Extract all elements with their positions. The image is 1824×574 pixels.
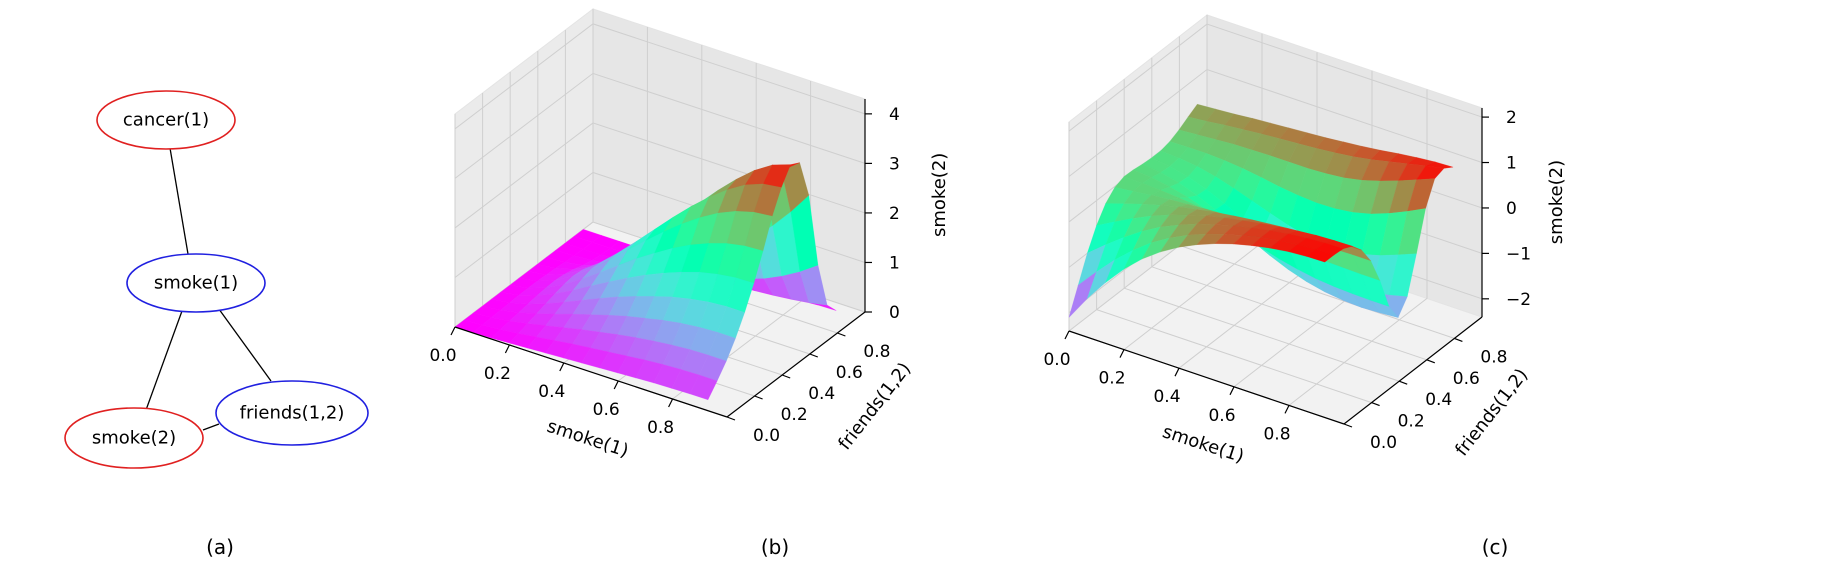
node-friends [215,380,369,446]
gridline-x [1288,89,1428,406]
panel-label-b: (b) [761,535,789,559]
x-axis-line [1068,330,1345,425]
gridline-y [1123,79,1400,382]
graph-panel-a: cancer(1) smoke(1) smoke(2) friends(1,2) [64,90,369,469]
x-axis-label: smoke(1) [1160,421,1247,467]
z-tick-label: 4 [889,105,900,125]
gridline-z [1068,23,1483,132]
y-tick-label: 0.6 [1453,369,1480,389]
y-tick-mark [1398,380,1408,385]
node-smoke1-label: smoke(1) [154,273,238,294]
y-tick-mark [726,416,736,421]
x-tick-mark [450,326,456,336]
x-tick-label: 0.0 [429,346,456,366]
x-tick-label: 0.4 [538,382,565,402]
gridline-z [454,23,866,130]
y-tick-label: 0.0 [1370,433,1397,453]
y-tick-mark [1343,423,1353,428]
gridline-y [1096,100,1372,404]
panel-label-c: (c) [1482,535,1509,559]
x-tick-mark [1284,405,1290,414]
z-tick-label: 3 [889,154,900,174]
node-cancer-label: cancer(1) [123,110,209,131]
y-tick-label: 0.6 [836,363,863,383]
x-axis-line [454,326,728,418]
x-tick-mark [504,344,510,354]
x-tick-mark [613,380,619,390]
y-tick-mark [754,395,763,400]
x-tick-label: 0.6 [1208,406,1235,426]
z-tick-label: −2 [1506,290,1531,310]
y-tick-label: 0.8 [863,342,890,362]
y-tick-label: 0.2 [781,405,808,425]
gridline-y [1151,57,1427,361]
edge-smoke2-friends [202,423,220,431]
x-tick-label: 0.2 [1098,369,1125,389]
surface-plot-b: 0.00.20.40.60.8 0.00.20.40.60.801234smoke… [429,7,950,462]
z-tick-label: 2 [1506,108,1517,128]
y-tick-label: 0.4 [1425,390,1452,410]
x-tick-mark [559,362,565,372]
panel-label-a: (a) [206,535,234,559]
y-tick-mark [1371,402,1380,407]
node-cancer [96,90,236,150]
surface-cell [1305,248,1335,263]
z-axis-label: smoke(2) [929,153,950,237]
y-tick-label: 0.2 [1398,412,1425,432]
x-tick-mark [1119,349,1125,358]
node-smoke2-label: smoke(2) [92,428,176,449]
y-tick-mark [1454,337,1463,342]
z-tick-label: 0 [1506,199,1517,219]
y-tick-label: 0.0 [753,426,780,446]
x-tick-label: 0.8 [647,418,674,438]
x-tick-mark [668,398,674,408]
x-tick-label: 0.4 [1153,387,1180,407]
z-tick-label: 0 [889,303,900,323]
gridline-z [1068,68,1483,177]
node-friends-label: friends(1,2) [240,403,345,424]
surface-cell [689,374,718,401]
z-tick-label: 1 [1506,154,1517,174]
x-tick-label: 0.8 [1263,424,1290,444]
edge-smoke1-smoke2 [145,310,183,411]
x-tick-label: 0.6 [593,400,620,420]
y-tick-mark [1426,359,1436,364]
x-tick-mark [1229,386,1235,396]
y-tick-label: 0.8 [1480,347,1507,367]
surface-plot-c: 0.00.20.40.60.8 0.00.20.40.60.8−2−1012smo… [1043,13,1567,467]
y-tick-mark [809,353,819,358]
x-tick-label: 0.2 [484,364,511,384]
y-axis-line [1343,316,1483,425]
gridline-z [454,72,866,179]
node-smoke2 [64,407,204,469]
y-tick-mark [837,332,846,337]
node-smoke1 [126,253,266,313]
edge-cancer-smoke1 [169,147,189,255]
z-tick-label: −1 [1506,244,1531,264]
x-tick-mark [1174,367,1180,377]
y-axis-line [726,311,866,418]
z-tick-label: 1 [889,253,900,273]
y-tick-label: 0.4 [808,384,835,404]
x-tick-label: 0.0 [1043,350,1070,370]
x-tick-mark [1064,330,1070,340]
x-axis-label: smoke(1) [544,416,631,462]
y-tick-mark [781,374,791,379]
edge-smoke1-friends [215,304,272,382]
z-axis-label: smoke(2) [1546,160,1567,244]
z-tick-label: 2 [889,204,900,224]
